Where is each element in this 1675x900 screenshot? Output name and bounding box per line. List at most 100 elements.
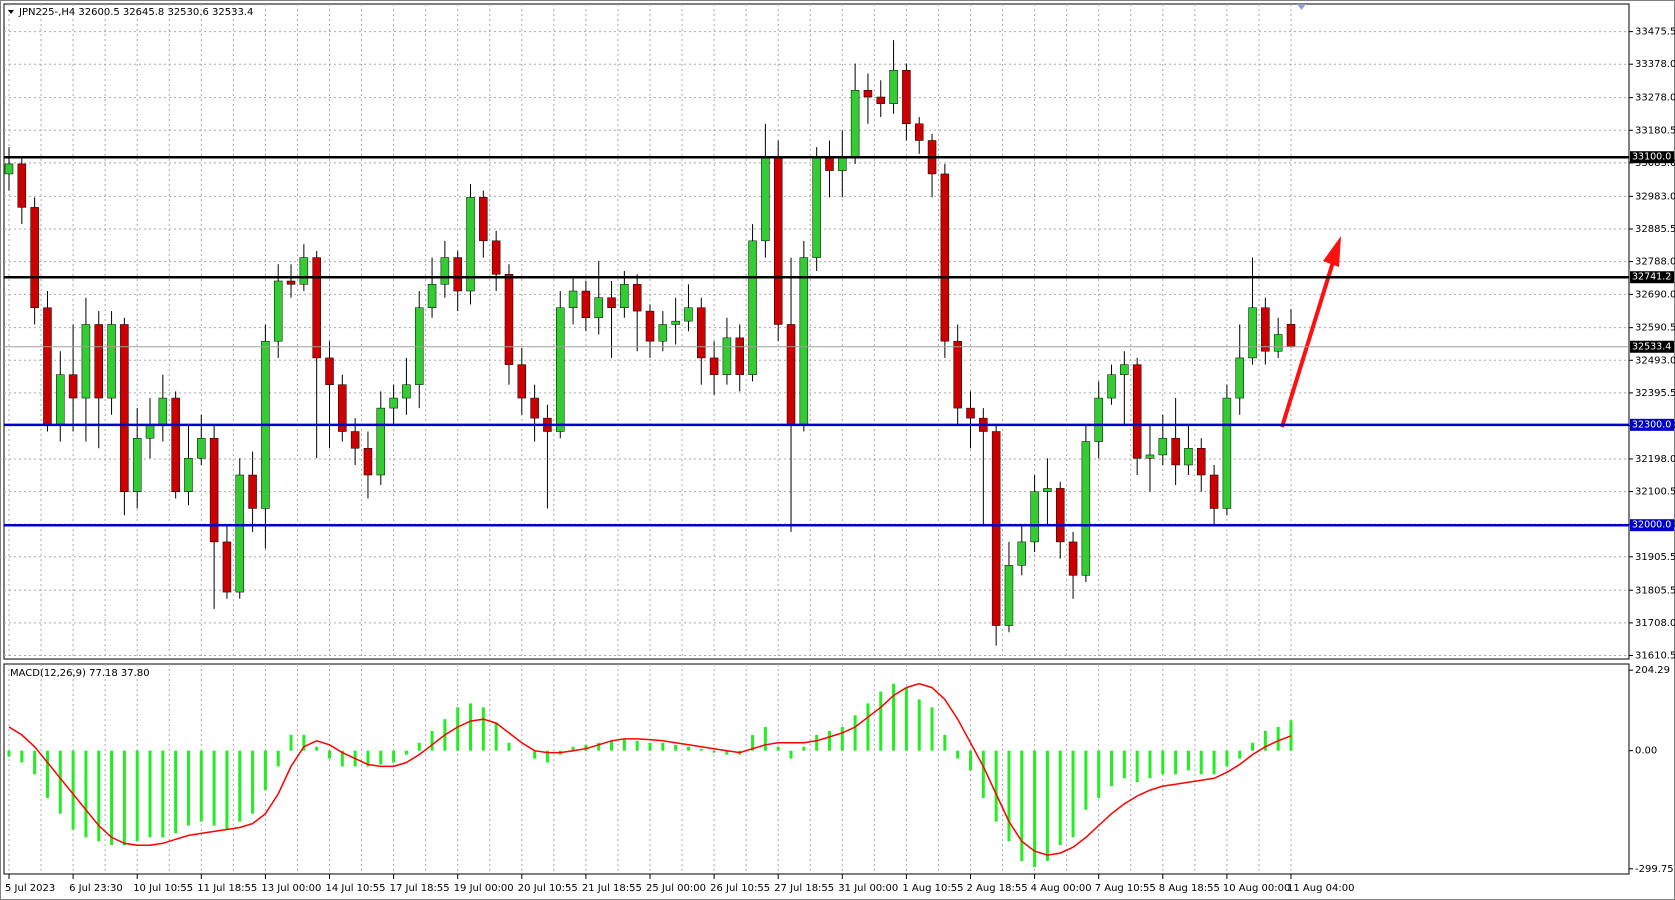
- candle-body: [222, 541, 232, 593]
- macd-title: MACD(12,26,9) 77.18 37.80: [10, 668, 150, 679]
- candle-body: [773, 156, 783, 325]
- macd-bar: [148, 750, 152, 838]
- candle-body: [1184, 447, 1193, 466]
- macd-bar: [674, 744, 678, 751]
- candle-body: [273, 280, 283, 342]
- macd-bar: [212, 750, 216, 826]
- macd-bar: [776, 746, 780, 751]
- macd-bar: [71, 750, 75, 830]
- macd-bar: [1276, 727, 1280, 751]
- macd-bar: [417, 742, 421, 751]
- macd-bar: [597, 742, 601, 751]
- macd-bar: [340, 750, 344, 767]
- x-tick-label: 19 Jul 00:00: [454, 883, 514, 894]
- candle-body: [158, 397, 168, 426]
- candle-body: [914, 123, 924, 141]
- macd-bar: [1289, 720, 1293, 751]
- macd-bar: [481, 707, 485, 751]
- x-tick-label: 27 Jul 18:55: [774, 883, 834, 894]
- candle-body: [43, 307, 52, 426]
- candle-body: [1094, 397, 1103, 442]
- macd-bar: [1110, 750, 1114, 787]
- macd-bar: [315, 746, 319, 751]
- candle-body: [453, 257, 462, 292]
- macd-bar: [469, 703, 473, 751]
- candle-body: [286, 280, 296, 285]
- macd-bar: [1058, 750, 1062, 846]
- macd-bar: [1263, 730, 1267, 751]
- macd-bar: [404, 750, 408, 755]
- macd-bar: [161, 750, 165, 838]
- y-tick-label: 33378.0: [1635, 59, 1675, 70]
- candle-body: [427, 284, 437, 308]
- candle-body: [389, 397, 398, 409]
- candle-body: [312, 257, 321, 359]
- macd-bar: [97, 750, 101, 842]
- macd-bar: [981, 750, 985, 798]
- macd-bar: [1238, 750, 1242, 759]
- trend-arrow: [1280, 261, 1335, 428]
- candle-body: [171, 397, 180, 492]
- candle-body: [1235, 357, 1244, 399]
- candle-body: [581, 290, 591, 319]
- macd-bar: [494, 723, 498, 751]
- macd-bar: [725, 750, 729, 755]
- macd-bar: [199, 750, 203, 822]
- candle-body: [838, 156, 847, 171]
- x-tick-label: 8 Aug 18:55: [1159, 883, 1220, 894]
- last-price-label: 32533.4: [1632, 341, 1671, 352]
- macd-panel: [3, 663, 1630, 875]
- macd-bar: [328, 750, 331, 759]
- y-tick-label: 31905.5: [1635, 552, 1675, 563]
- candle-body: [209, 437, 219, 543]
- candle-body: [56, 374, 65, 426]
- candle-body: [145, 424, 155, 439]
- macd-bar: [1225, 750, 1229, 767]
- macd-bar: [827, 730, 831, 751]
- candle-body: [81, 324, 91, 399]
- trend-arrow-head: [1323, 236, 1341, 267]
- macd-bar: [263, 750, 267, 791]
- macd-bar: [994, 750, 998, 822]
- candle-body: [1120, 364, 1129, 375]
- candle-body: [748, 240, 757, 375]
- y-tick-label: 204.29: [1635, 665, 1670, 676]
- candle-body: [889, 69, 898, 104]
- y-tick-label: 32788.0: [1635, 257, 1675, 268]
- macd-bar: [135, 750, 139, 842]
- macd-bar: [302, 734, 306, 751]
- macd-bar: [1020, 750, 1024, 861]
- macd-bar: [815, 734, 819, 751]
- macd-bar: [699, 748, 703, 751]
- macd-bar: [686, 746, 690, 751]
- candle-body: [107, 324, 116, 399]
- x-tick-label: 5 Jul 2023: [5, 883, 55, 894]
- candle-body: [1132, 364, 1142, 459]
- macd-bar: [648, 742, 652, 751]
- candle-body: [363, 447, 373, 476]
- macd-bar: [1007, 750, 1011, 842]
- macd-bar: [507, 742, 511, 751]
- candle-body: [479, 197, 488, 242]
- x-tick-label: 1 Aug 10:55: [902, 883, 963, 894]
- macd-bar: [610, 740, 614, 751]
- y-tick-label: 33475.5: [1635, 27, 1675, 38]
- macd-bar: [789, 750, 793, 759]
- candle-body: [1017, 541, 1027, 566]
- macd-bar: [1122, 750, 1126, 779]
- macd-bar: [225, 750, 229, 830]
- candle-body: [953, 340, 962, 409]
- candle-body: [1197, 447, 1206, 476]
- macd-bar: [853, 715, 857, 751]
- macd-bar: [1135, 750, 1139, 783]
- candle-body: [350, 431, 360, 449]
- macd-bar: [943, 734, 947, 751]
- candle-body: [1107, 374, 1116, 399]
- macd-bar: [892, 683, 896, 751]
- candle-body: [863, 90, 873, 98]
- macd-bar: [545, 750, 549, 763]
- level-label-box: [1630, 519, 1674, 532]
- macd-bar: [622, 738, 626, 751]
- macd-bar: [751, 734, 755, 751]
